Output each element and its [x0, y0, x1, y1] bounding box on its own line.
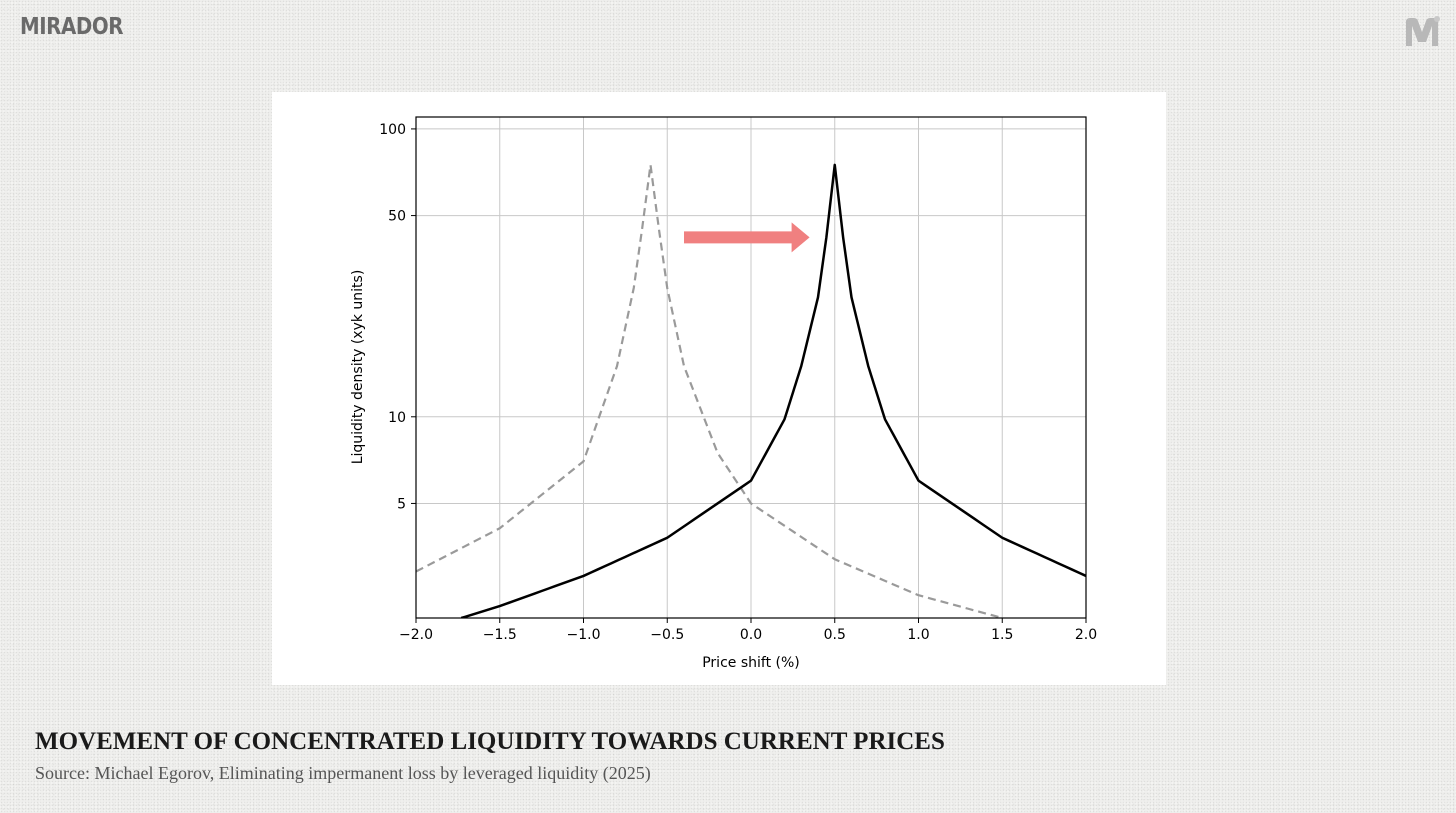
ticks: −2.0 −1.5 −1.0 −0.5 0.0 0.5 1.0 1.5 2.0 5 10 50 100 [379, 122, 1097, 643]
x-tick-label: −1.5 [483, 627, 517, 643]
caption-source: Source: Michael Egorov, Eliminating impe… [35, 763, 651, 783]
brand-name: MIRADOR [20, 14, 124, 40]
y-axis-label: Liquidity density (xyk units) [350, 270, 366, 465]
series-line-dashed [416, 163, 1003, 618]
series-layer [416, 163, 1086, 618]
x-tick-label: 0.5 [824, 627, 846, 643]
caption-title: MOVEMENT OF CONCENTRATED LIQUIDITY TOWAR… [35, 728, 945, 755]
x-tick-label: 0.0 [740, 627, 762, 643]
chart-panel: −2.0 −1.5 −1.0 −0.5 0.0 0.5 1.0 1.5 2.0 5 10 50 100 … [272, 92, 1166, 685]
liquidity-density-chart: −2.0 −1.5 −1.0 −0.5 0.0 0.5 1.0 1.5 2.051050100 … [350, 116, 1097, 671]
series-line-solid [460, 163, 1086, 618]
grid [415, 117, 1087, 618]
annotation-layer [684, 222, 810, 253]
brand-logo: MIRADOR [20, 14, 123, 40]
x-axis-label: Price shift (%) [702, 655, 800, 671]
x-tick-label: 1.0 [907, 627, 929, 643]
x-tick-label: 1.5 [991, 627, 1013, 643]
y-tick-label: 10 [388, 410, 406, 426]
x-tick-label: −2.0 [399, 627, 433, 643]
shift-arrow [684, 222, 810, 253]
x-tick-label: 2.0 [1075, 627, 1097, 643]
y-tick-label: 50 [388, 209, 406, 225]
mirador-m-icon [1406, 16, 1440, 46]
y-tick-label: 100 [379, 122, 406, 138]
y-tick-label: 5 [397, 496, 406, 512]
x-tick-label: −1.0 [567, 627, 601, 643]
x-tick-label: −0.5 [650, 627, 684, 643]
